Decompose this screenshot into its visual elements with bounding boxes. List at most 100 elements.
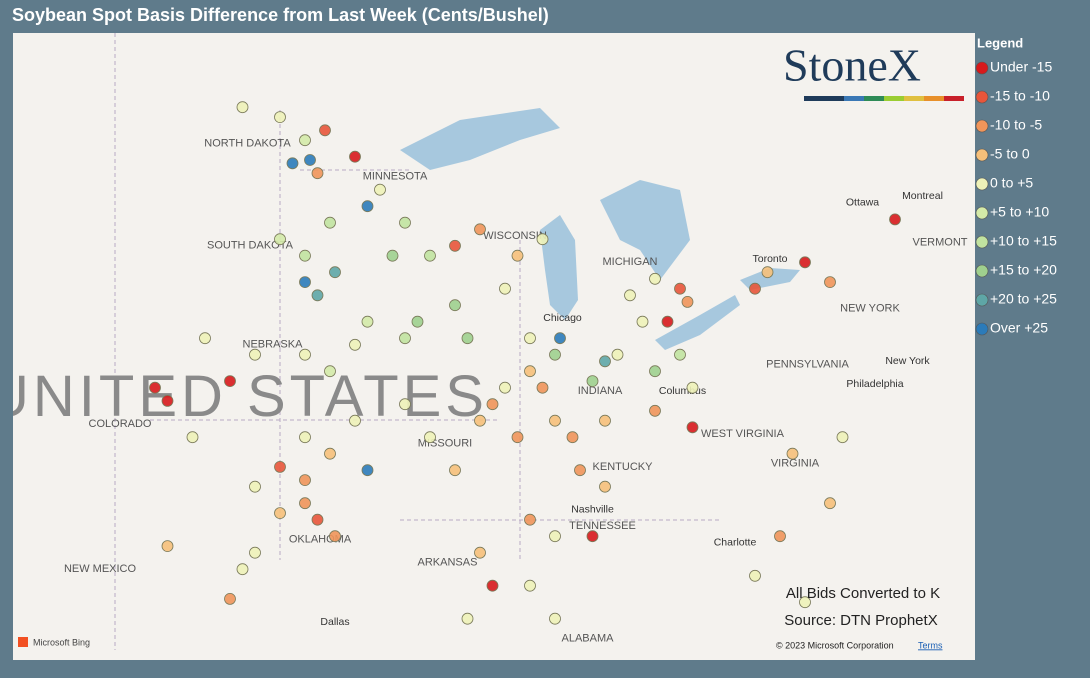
point [411,315,424,328]
state-label: NEBRASKA [243,339,304,351]
labels: UNITED STATES NORTH DAKOTA MINNESOTA SOUTH … [13,137,968,644]
point [486,398,499,411]
point [311,513,324,526]
point [549,348,561,361]
point [311,289,324,302]
map-layer: UNITED STATES NORTH DAKOTA MINNESOTA SOUTH … [13,33,968,650]
points [149,101,901,625]
point [449,299,461,312]
legend-label: Over +25 [990,320,1048,336]
legend-swatch [975,90,989,104]
legend-swatch [975,264,989,278]
point [299,276,311,289]
legend: Under -15 -15 to -10 -10 to -5 -5 to 0 0 to … [975,59,1057,336]
legend-swatch [975,235,989,249]
point [386,249,399,262]
legend-label: +20 to +25 [990,291,1057,307]
point [636,315,649,328]
point [299,249,311,262]
point [524,513,536,526]
point [186,431,199,444]
point [236,563,249,576]
state-label: INDIANA [578,385,623,397]
terms-link[interactable]: Terms [918,640,943,650]
state-label: VIRGINIA [771,458,820,470]
point [299,474,311,487]
city-label: Ottawa [846,197,879,209]
point [199,332,211,345]
state-label: ARKANSAS [418,557,478,569]
legend-swatch [975,119,989,133]
point [274,507,286,519]
point [274,460,286,473]
point [299,134,311,147]
borders [114,33,720,650]
point [361,315,374,328]
logo-stripe [844,96,864,101]
point [499,381,511,394]
legend-label: 0 to +5 [990,175,1033,191]
point [824,497,836,510]
point [224,593,236,605]
state-label: MICHIGAN [603,256,658,268]
point [574,464,586,477]
point [674,348,686,361]
point [836,431,849,444]
point [566,431,579,444]
point [586,530,599,543]
point [681,295,694,308]
legend-label: -15 to -10 [990,88,1050,104]
legend-swatch [975,177,989,191]
point [329,530,341,543]
point [224,375,236,388]
legend-swatch [975,148,989,162]
copyright: © 2023 Microsoft Corporation [776,640,894,650]
point [749,282,761,295]
point [599,355,611,368]
point [749,569,761,582]
point [474,414,486,427]
city-label: Toronto [752,253,787,265]
point [536,381,549,394]
point [799,596,811,609]
point [661,315,674,328]
point [461,612,474,625]
city-label: Dallas [320,616,349,628]
point [324,216,336,229]
point [299,497,311,510]
point [611,348,624,361]
state-label: VERMONT [913,236,968,248]
city-label: Chicago [543,312,582,324]
point [649,365,661,378]
legend-label: -10 to -5 [990,117,1042,133]
city-label: Columbus [659,385,706,397]
logo-stripe [824,96,844,101]
state-label: NEW MEXICO [64,563,137,575]
point [549,612,561,625]
point [361,464,374,477]
point [686,381,699,394]
point [524,365,536,378]
legend-label: +5 to +10 [990,204,1049,220]
point [761,266,774,279]
point [399,216,411,229]
state-label: COLORADO [89,418,152,430]
point [649,272,661,285]
point [249,546,261,559]
point [536,233,549,246]
state-label: ALABAMA [562,632,615,644]
point [249,480,261,493]
city-label: Charlotte [714,537,757,549]
legend-swatch [975,322,989,336]
point [286,157,299,170]
point [299,348,311,361]
point [399,398,411,411]
point [274,111,286,123]
legend-swatch [975,206,989,220]
state-label: NORTH DAKOTA [204,137,291,149]
bing-logo [18,637,28,647]
state-label: NEW YORK [840,302,900,314]
state-label: WEST VIRGINIA [701,428,785,440]
logo-stripe [904,96,924,101]
point [349,414,361,427]
